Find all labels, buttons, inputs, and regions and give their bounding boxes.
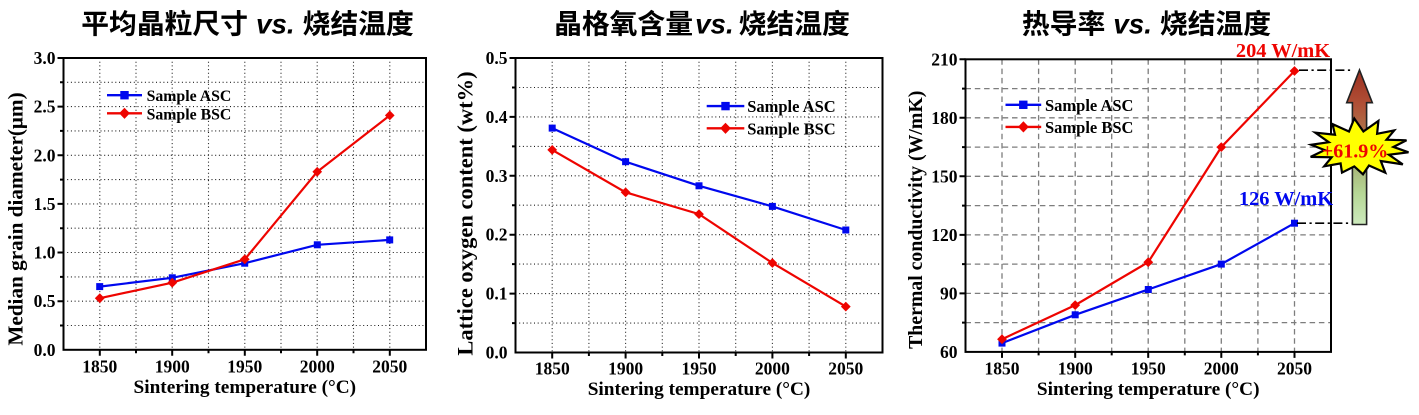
svg-text:vs.: vs. (695, 9, 734, 40)
svg-text:1950: 1950 (1131, 359, 1166, 379)
svg-text:Sintering temperature (°C): Sintering temperature (°C) (133, 377, 356, 398)
svg-text:2000: 2000 (1204, 359, 1239, 379)
svg-text:0.0: 0.0 (486, 343, 508, 363)
svg-text:vs.: vs. (256, 9, 295, 40)
svg-text:vs.: vs. (1113, 9, 1152, 40)
svg-text:210: 210 (931, 49, 958, 69)
svg-text:1.5: 1.5 (34, 194, 56, 214)
svg-text:Sample BSC: Sample BSC (1045, 118, 1133, 137)
svg-text:0.4: 0.4 (486, 107, 508, 127)
svg-text:1900: 1900 (1058, 359, 1093, 379)
svg-text:Sintering temperature (°C): Sintering temperature (°C) (1037, 379, 1260, 400)
svg-text:Sample ASC: Sample ASC (147, 88, 232, 105)
svg-text:1.0: 1.0 (34, 243, 56, 263)
svg-text:Sintering temperature (°C): Sintering temperature (°C) (588, 379, 811, 400)
svg-text:180: 180 (931, 108, 958, 128)
svg-text:2.5: 2.5 (34, 97, 56, 117)
svg-text:1850: 1850 (985, 359, 1020, 379)
svg-text:0.1: 0.1 (486, 284, 508, 304)
svg-text:Sample BSC: Sample BSC (747, 119, 835, 138)
svg-text:1950: 1950 (227, 356, 262, 376)
svg-text:0.5: 0.5 (34, 291, 56, 311)
svg-text:2050: 2050 (828, 359, 863, 379)
svg-text:1900: 1900 (155, 356, 190, 376)
svg-text:+61.9%: +61.9% (1322, 141, 1388, 163)
svg-text:0.2: 0.2 (486, 225, 508, 245)
svg-text:120: 120 (931, 225, 958, 245)
svg-text:1950: 1950 (682, 359, 717, 379)
svg-text:204 W/mK: 204 W/mK (1236, 40, 1330, 62)
svg-text:60: 60 (940, 342, 958, 362)
svg-text:0.0: 0.0 (34, 340, 56, 360)
svg-text:2000: 2000 (755, 359, 790, 379)
svg-text:Median grain diameter(μm): Median grain diameter(μm) (4, 92, 28, 345)
svg-text:2050: 2050 (372, 356, 407, 376)
svg-text:2050: 2050 (1277, 359, 1312, 379)
svg-text:0.5: 0.5 (486, 48, 508, 68)
svg-text:2.0: 2.0 (34, 145, 56, 165)
svg-text:Sample ASC: Sample ASC (1045, 96, 1133, 115)
svg-text:1850: 1850 (535, 359, 570, 379)
svg-text:1900: 1900 (608, 359, 643, 379)
svg-text:Sample ASC: Sample ASC (747, 97, 835, 116)
svg-text:150: 150 (931, 166, 958, 186)
svg-text:1850: 1850 (82, 356, 117, 376)
svg-text:2000: 2000 (300, 356, 335, 376)
svg-text:Thermal conductivity (W/mK): Thermal conductivity (W/mK) (905, 91, 927, 349)
svg-text:90: 90 (940, 283, 958, 303)
svg-text:0.3: 0.3 (486, 166, 508, 186)
svg-text:Lattice oxygen content (wt%): Lattice oxygen content (wt%) (453, 71, 478, 355)
svg-text:126 W/mK: 126 W/mK (1239, 188, 1333, 210)
svg-text:3.0: 3.0 (34, 48, 56, 68)
svg-text:Sample BSC: Sample BSC (147, 106, 232, 123)
